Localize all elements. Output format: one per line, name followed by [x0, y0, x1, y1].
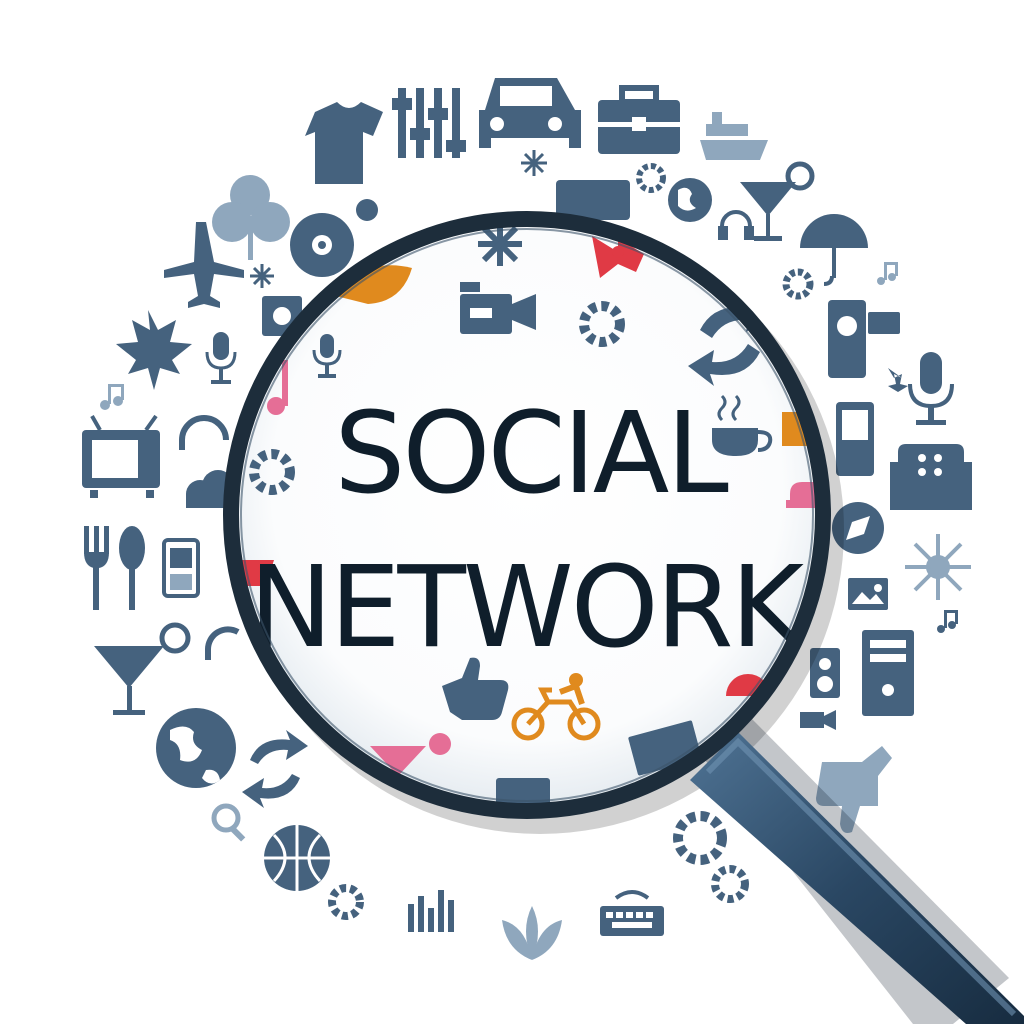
leaf-icon [502, 906, 562, 960]
headphones-icon [179, 415, 229, 450]
music-note-icon [937, 610, 958, 633]
coffee-cup-icon [712, 394, 773, 456]
airplane-icon [164, 222, 244, 308]
snowflake-icon [478, 225, 522, 266]
globe-icon [156, 708, 236, 788]
snowflake-icon [521, 150, 547, 176]
leaf-icon [888, 368, 908, 392]
gear-icon [782, 268, 814, 300]
tshirt-icon [305, 102, 383, 184]
cocktail-icon [94, 622, 191, 715]
refresh-icon [242, 730, 308, 808]
leaf-icon [212, 175, 290, 260]
gear-icon [328, 884, 364, 920]
headphones-icon [205, 626, 240, 660]
basketball-icon [356, 199, 378, 221]
basketball-icon [264, 825, 330, 891]
cd-icon [290, 213, 354, 277]
cocktail-icon [370, 733, 451, 776]
snowflake-icon [250, 264, 274, 288]
gear-icon [249, 449, 295, 495]
snowflake-icon [905, 534, 971, 600]
lens-rim [223, 211, 831, 819]
globe-icon [668, 178, 712, 222]
thumbs-down-icon [816, 746, 892, 833]
bow-tie-icon [592, 236, 644, 278]
headline-line-1: SOCIAL [334, 389, 728, 519]
camcorder-icon [460, 282, 536, 334]
music-note-icon [100, 384, 124, 410]
microphone-icon [205, 332, 237, 384]
gear-icon [673, 811, 749, 903]
camcorder-icon [828, 300, 900, 378]
car-icon [479, 78, 581, 148]
picture-icon [848, 578, 888, 610]
cocktail-icon [740, 161, 815, 241]
equalizer-icon [392, 88, 466, 158]
tv-icon [82, 414, 160, 498]
keyboard-icon [600, 890, 664, 936]
compass-icon [832, 502, 884, 554]
headphones-icon [718, 210, 754, 240]
briefcase-icon [598, 85, 680, 154]
camcorder-icon [800, 710, 836, 730]
mobile-phone-icon [162, 538, 200, 598]
magnifier-icon [211, 803, 246, 842]
spoon-icon [119, 526, 145, 610]
gear-icon [579, 301, 625, 347]
headline-line-2: NETWORK [249, 543, 807, 673]
thumbs-up-icon [442, 657, 509, 720]
lens-glass [237, 225, 817, 805]
pc-tower-icon [862, 630, 914, 716]
microphone-icon [908, 352, 954, 425]
magnifier-handle [690, 716, 1024, 1024]
mobile-phone-icon [836, 402, 874, 476]
music-note-icon [267, 360, 288, 415]
armchair-icon [890, 444, 972, 510]
gear-icon [636, 163, 666, 193]
bar-chart-icon [408, 890, 454, 932]
fork-icon [84, 526, 109, 610]
leaf-icon [116, 310, 192, 390]
umbrella-icon [800, 214, 868, 286]
bicycle-icon [511, 673, 601, 741]
microphone-icon [312, 334, 342, 378]
music-note-icon [877, 262, 898, 285]
ship-icon [700, 112, 768, 160]
speaker-icon [810, 648, 840, 698]
camera-icon [556, 180, 630, 220]
croissant-icon [336, 265, 412, 304]
